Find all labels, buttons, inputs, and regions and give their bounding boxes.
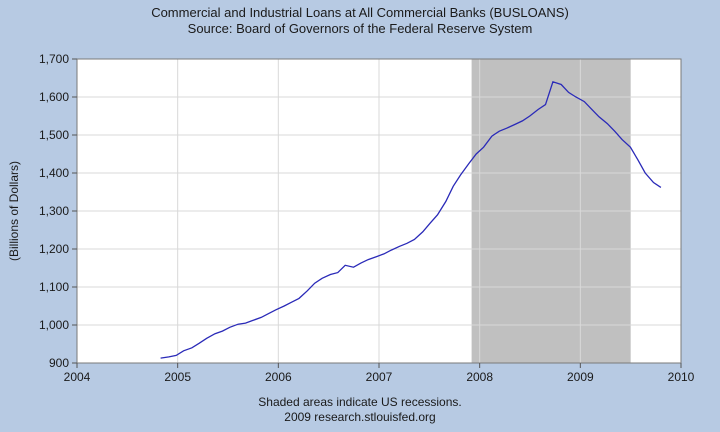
x-tick-label: 2010 [668,370,695,384]
line-layer [160,80,662,359]
x-tick-label: 2008 [466,370,493,384]
chart-title: Commercial and Industrial Loans at All C… [151,5,569,20]
x-axis: 2004 2005 2006 2007 2008 2009 2010 [64,363,695,384]
y-tick-label: 1,100 [39,280,69,294]
x-tick-label: 2004 [64,370,91,384]
y-tick-label: 1,200 [39,242,69,256]
y-axis: 900 1,000 1,100 1,200 1,300 1,400 1,500 1,600 1,… [39,52,77,370]
y-tick-label: 900 [49,356,69,370]
footer-note: Shaded areas indicate US recessions. [258,395,462,409]
y-tick-label: 1,500 [39,128,69,142]
y-tick-label: 1,700 [39,52,69,66]
x-tick-label: 2005 [164,370,191,384]
chart-subtitle: Source: Board of Governors of the Federa… [187,21,533,36]
x-tick-label: 2006 [265,370,292,384]
y-tick-label: 1,000 [39,318,69,332]
y-axis-label: (Billions of Dollars) [7,161,21,261]
y-tick-label: 1,300 [39,204,69,218]
footer-source: 2009 research.stlouisfed.org [284,410,436,424]
y-tick-label: 1,400 [39,166,69,180]
series-line [160,80,662,359]
x-tick-label: 2007 [366,370,393,384]
y-tick-label: 1,600 [39,90,69,104]
x-tick-label: 2009 [567,370,594,384]
